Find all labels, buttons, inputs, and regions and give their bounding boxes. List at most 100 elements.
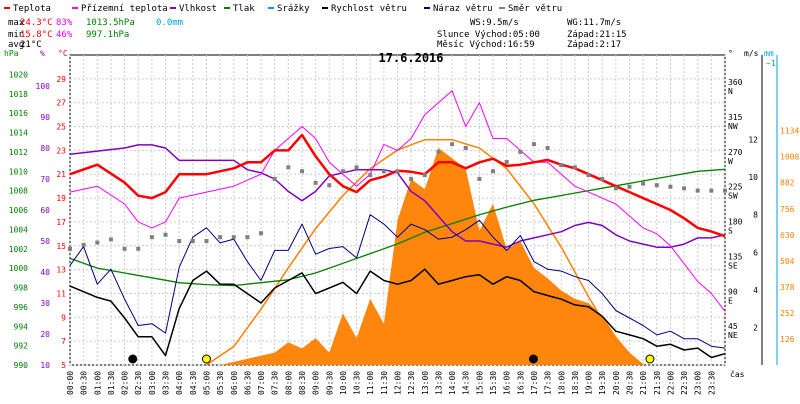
wind-direction-point [149,235,154,240]
mm-axis-unit: mm [764,49,774,58]
time-tick-label: 04:30 [189,371,198,395]
temp-tick-label: 13 [56,266,66,275]
dir-tick-compass: SE [728,261,738,270]
wind-direction-point [218,235,223,240]
wind-direction-point [313,180,318,185]
legend-label: Náraz větru [433,4,493,14]
temp-tick-label: 15 [56,242,66,251]
wind-direction-point [504,159,509,164]
stat-max-label: max [8,18,25,28]
time-tick-label: 12:00 [394,371,403,395]
dir-tick-label: 315 [728,113,743,122]
ms-axis-unit: m/s [744,49,759,58]
moon-marker [528,354,538,364]
stat-sun-set: Západ:21:15 [567,30,627,40]
dir-tick-compass: NW [728,122,738,131]
wind-direction-point [600,177,605,181]
hpa-tick-label: 1000 [9,264,28,273]
dir-tick-compass: S [728,227,733,236]
temp-tick-label: 9 [61,313,66,322]
moon-marker [128,354,138,364]
time-tick-label: 11:00 [366,371,375,395]
legend-label: Srážky [277,4,310,14]
solar-radiation-area [70,148,725,365]
time-tick-label: 13:30 [434,371,443,395]
temp-tick-label: 5 [61,361,66,370]
wind-direction-point [709,188,714,193]
wind-direction-point [450,142,455,147]
pct-tick-label: 80 [40,144,50,153]
wind-direction-point [190,239,195,243]
time-tick-label: 21:00 [639,371,648,395]
time-tick-label: 04:00 [175,371,184,395]
dir-tick-label: 45 [728,322,738,331]
stat-sun-rise: Slunce Východ:05:00 [437,30,540,40]
wind-direction-point [177,239,182,243]
time-tick-label: 17:00 [530,371,539,395]
stat-max-press: 1013.5hPa [86,18,135,28]
stat-moon-set: Západ:2:17 [567,40,621,50]
wind-direction-point [272,177,277,181]
time-tick-label: 07:30 [271,371,280,395]
dir-tick-label: 270 [728,148,743,157]
hpa-tick-label: 998 [14,284,29,293]
wind-direction-point [299,169,304,174]
legend-label: Rychlost větru [331,4,407,14]
wm2-tick-label: 1134 [780,127,799,136]
temp-tick-label: 21 [56,170,66,179]
time-tick-label: 14:30 [462,371,471,395]
wm2-tick-label: 126 [780,335,795,344]
time-tick-label: 20:30 [625,371,634,395]
wind-direction-point [409,177,414,181]
dir-tick-compass: SW [728,192,738,201]
hpa-tick-label: 1020 [9,70,28,79]
time-tick-label: 19:00 [585,371,594,395]
wind-direction-point [81,242,86,247]
stat-min-label: min [8,30,24,40]
hpa-tick-label: 1012 [9,148,28,157]
wind-speed-line [69,268,726,359]
temp-tick-label: 23 [56,146,66,155]
wind-direction-point [259,231,264,236]
dir-tick-compass: N [728,87,733,96]
temp-tick-label: 19 [56,194,66,203]
pct-tick-label: 10 [40,361,50,370]
hpa-tick-label: 1016 [9,109,28,118]
wind-direction-point [613,186,618,191]
time-tick-label: 13:00 [421,371,430,395]
dir-tick-label: 225 [728,183,743,192]
time-tick-label: 21:30 [653,371,662,395]
wind-direction-point [368,173,373,178]
wind-direction-point [531,142,536,147]
wind-direction-point [463,146,468,150]
time-tick-label: 18:00 [557,371,566,395]
stat-min-hum: 46% [56,30,73,40]
time-tick-label: 11:30 [380,371,389,395]
wm2-tick-label: 756 [780,205,795,214]
time-tick-label: 17:30 [544,371,553,395]
time-tick-label: 01:00 [93,371,102,395]
wm2-tick-label: 504 [780,257,795,266]
time-tick-label: 15:30 [489,371,498,395]
stat-min-temp: 15.8°C [20,30,53,40]
pct-tick-label: 30 [40,299,50,308]
wm2-tick-label: 1008 [780,153,799,162]
ground-temperature-line [69,90,726,312]
time-tick-label: 06:00 [230,371,239,395]
dir-tick-label: 135 [728,252,743,261]
temp-tick-label: 29 [56,75,66,84]
time-tick-label: 01:30 [107,371,116,395]
time-tick-label: 06:30 [243,371,252,395]
wind-direction-point [491,169,496,174]
time-tick-label: 14:00 [448,371,457,395]
wind-direction-point [381,169,386,174]
wind-direction-point [627,184,632,189]
wind-direction-point [723,188,727,193]
wind-direction-point [122,246,127,251]
time-tick-label: 05:00 [202,371,211,395]
wm2-tick-label: 252 [780,309,795,318]
wind-direction-point [68,246,72,251]
time-tick-label: 02:30 [134,371,143,395]
stat-max-hum: 83% [56,18,73,28]
